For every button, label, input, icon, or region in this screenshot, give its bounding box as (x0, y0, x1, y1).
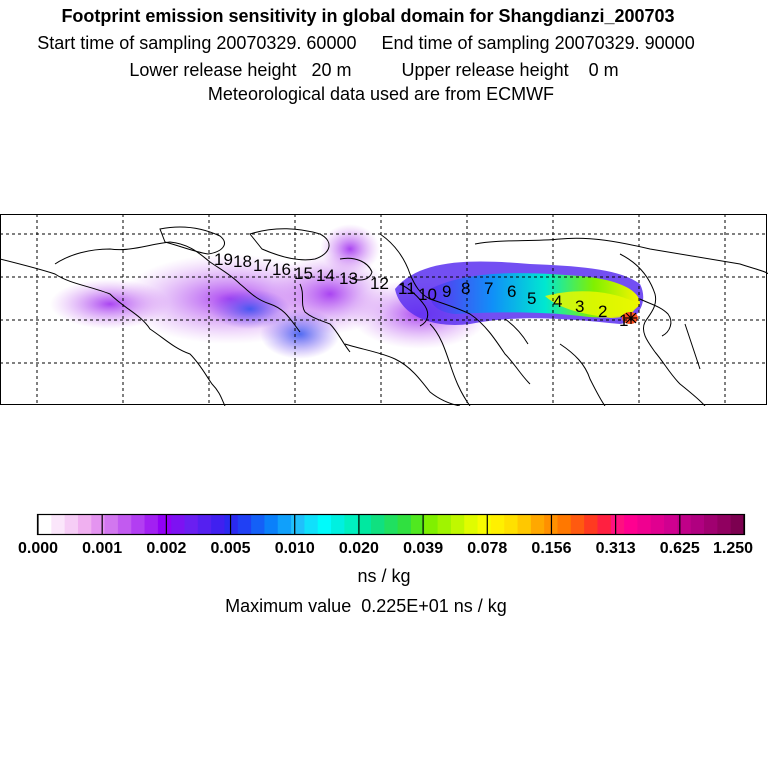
colorbar-cell (570, 515, 585, 534)
colorbar-tick-label: 0.039 (403, 540, 443, 557)
traj-label-13: 13 (339, 269, 358, 288)
traj-label-3: 3 (575, 297, 584, 316)
colorbar-cell (597, 515, 612, 534)
colorbar-tick-label: 1.250 (713, 540, 753, 557)
colorbar-cell (504, 515, 519, 534)
colorbar-cell (264, 515, 279, 534)
colorbar-cell (450, 515, 465, 534)
colorbar-cell (557, 515, 572, 534)
colorbar-cell (64, 515, 79, 534)
colorbar-tick-label: 0.313 (596, 540, 636, 557)
colorbar-tick-label: 0.010 (275, 540, 315, 557)
colorbar-cell (424, 515, 439, 534)
footprint-map: 1 2 3 4 5 6 7 8 9 10 11 12 13 14 15 16 1… (0, 214, 768, 406)
release-height-line: Lower release height 20 m Upper release … (129, 60, 619, 80)
colorbar-cell (291, 515, 306, 534)
met-data-line: Meteorological data used are from ECMWF (207, 84, 555, 104)
traj-label-17: 17 (253, 256, 272, 275)
colorbar-cell (251, 515, 266, 534)
colorbar-cell (304, 515, 319, 534)
traj-label-16: 16 (272, 260, 291, 279)
colorbar-cell (637, 515, 652, 534)
colorbar-cell (117, 515, 132, 534)
traj-label-11: 11 (398, 279, 416, 298)
colorbar-tick-label: 0.078 (467, 540, 507, 557)
traj-label-18: 18 (233, 252, 252, 271)
colorbar-cell (677, 515, 692, 534)
receptor-marker (625, 312, 637, 324)
colorbar-cell (157, 515, 172, 534)
colorbar: 0.000 0.001 0.002 0.005 0.010 0.020 0.039 0.078… (18, 513, 753, 557)
colorbar-tick-label: 0.000 (18, 540, 58, 557)
colorbar-cell (51, 515, 66, 534)
maximum-value: Maximum value 0.225E+01 ns / kg (225, 596, 507, 616)
coastlines (0, 226, 768, 406)
traj-label-4: 4 (553, 292, 562, 311)
colorbar-cell (384, 515, 399, 534)
plot-title: Footprint emission sensitivity in global… (61, 6, 675, 26)
colorbar-cell (397, 515, 412, 534)
colorbar-cell (357, 515, 372, 534)
colorbar-cell (131, 515, 146, 534)
colorbar-cell (530, 515, 545, 534)
traj-label-6: 6 (507, 282, 516, 301)
traj-label-2: 2 (598, 302, 607, 321)
colorbar-cell (331, 515, 345, 534)
colorbar-cell (730, 515, 745, 534)
lat-lon-grid (0, 214, 768, 406)
colorbar-cells (38, 515, 745, 534)
colorbar-cell (584, 515, 599, 534)
colorbar-tick-label: 0.002 (146, 540, 186, 557)
colorbar-cell (624, 515, 639, 534)
traj-label-1: 1 (619, 311, 628, 330)
colorbar-cell (490, 515, 505, 534)
colorbar-tick-label: 0.001 (82, 540, 122, 557)
colorbar-cell (144, 515, 159, 534)
colorbar-ticks (37, 515, 745, 534)
traj-label-10: 10 (418, 285, 437, 304)
colorbar-units: ns / kg (357, 566, 411, 586)
traj-label-8: 8 (461, 279, 470, 298)
colorbar-tick-label: 0.625 (660, 540, 700, 557)
colorbar-cell (344, 515, 359, 534)
traj-label-9: 9 (442, 282, 451, 301)
colorbar-cell (38, 515, 52, 534)
colorbar-cell (224, 515, 239, 534)
traj-label-12: 12 (370, 274, 389, 293)
sampling-time-line: Start time of sampling 20070329. 60000 E… (37, 33, 695, 53)
traj-label-14: 14 (316, 266, 335, 285)
colorbar-tick-label: 0.005 (211, 540, 251, 557)
traj-label-7: 7 (484, 279, 493, 298)
colorbar-cell (477, 515, 492, 534)
trajectory-labels: 1 2 3 4 5 6 7 8 9 10 11 12 13 14 15 16 1… (214, 250, 628, 330)
colorbar-cell (371, 515, 385, 534)
traj-label-19: 19 (214, 250, 233, 269)
colorbar-cell (211, 515, 226, 534)
traj-label-15: 15 (294, 264, 313, 283)
colorbar-cell (717, 515, 732, 534)
colorbar-cell (517, 515, 532, 534)
colorbar-tick-label: 0.156 (531, 540, 571, 557)
traj-label-5: 5 (527, 289, 536, 308)
colorbar-cell (437, 515, 452, 534)
colorbar-cell (464, 515, 479, 534)
colorbar-cell (317, 515, 332, 534)
colorbar-cell (77, 515, 92, 534)
colorbar-cell (610, 515, 625, 534)
colorbar-tick-labels: 0.000 0.001 0.002 0.005 0.010 0.020 0.039 0.078… (18, 540, 753, 557)
colorbar-cell (197, 515, 212, 534)
colorbar-cell (237, 515, 252, 534)
colorbar-cell (104, 515, 119, 534)
colorbar-cell (664, 515, 678, 534)
colorbar-cell (690, 515, 705, 534)
colorbar-cell (171, 515, 186, 534)
colorbar-cell (410, 515, 425, 534)
colorbar-tick-label: 0.020 (339, 540, 379, 557)
colorbar-cell (277, 515, 292, 534)
colorbar-cell (650, 515, 665, 534)
colorbar-cell (91, 515, 106, 534)
colorbar-cell (184, 515, 199, 534)
colorbar-cell (704, 515, 718, 534)
